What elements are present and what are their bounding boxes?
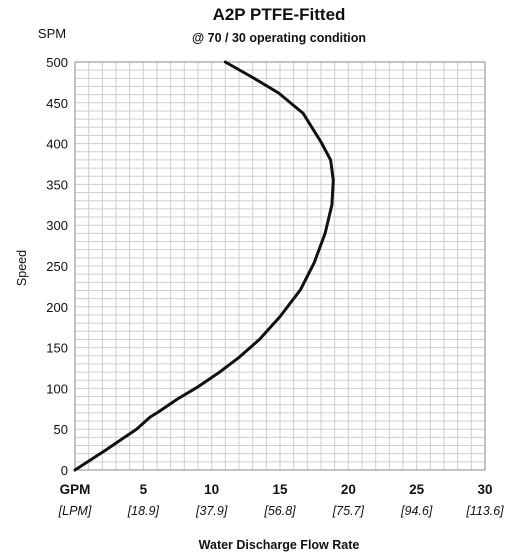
x-tick-label: 15: [272, 482, 288, 497]
x-secondary-tick-label: [18.9]: [127, 504, 160, 518]
gridlines: [75, 62, 485, 470]
y-tick-label: 100: [46, 381, 68, 396]
x-secondary-tick-label: [37.9]: [195, 504, 228, 518]
y-tick-label: 300: [46, 218, 68, 233]
y-axis-title: Speed: [15, 250, 29, 286]
y-tick-label: 0: [61, 463, 68, 478]
x-secondary-tick-label: [75.7]: [332, 504, 365, 518]
x-tick-label: 30: [477, 482, 492, 497]
tick-labels: 0 50 100 150 200 250 300 350 400 450 500 5 [18.9] 10 […: [46, 55, 504, 518]
y-tick-label: 250: [46, 259, 68, 274]
y-unit-label: SPM: [38, 26, 66, 41]
x-secondary-tick-label: [113.6]: [465, 504, 504, 518]
x-secondary-unit-label: [LPM]: [58, 504, 92, 518]
chart-title: A2P PTFE-Fitted: [213, 5, 346, 24]
x-tick-label: 20: [341, 482, 356, 497]
x-secondary-tick-label: [56.8]: [263, 504, 296, 518]
series-group: [73, 60, 335, 472]
x-unit-label: GPM: [60, 482, 91, 497]
y-tick-label: 150: [46, 341, 68, 356]
series-line: [73, 60, 335, 472]
x-tick-label: 25: [409, 482, 425, 497]
x-tick-label: 10: [204, 482, 219, 497]
y-tick-label: 50: [54, 422, 68, 437]
y-tick-label: 350: [46, 177, 68, 192]
chart-subtitle: @ 70 / 30 operating condition: [192, 31, 366, 45]
y-tick-label: 450: [46, 96, 68, 111]
y-tick-label: 400: [46, 137, 68, 152]
y-tick-label: 200: [46, 300, 68, 315]
plot-area-border: [74, 61, 486, 471]
x-tick-label: 5: [140, 482, 148, 497]
y-tick-label: 500: [46, 55, 68, 70]
x-axis-title: Water Discharge Flow Rate: [199, 538, 360, 552]
x-secondary-tick-label: [94.6]: [400, 504, 433, 518]
